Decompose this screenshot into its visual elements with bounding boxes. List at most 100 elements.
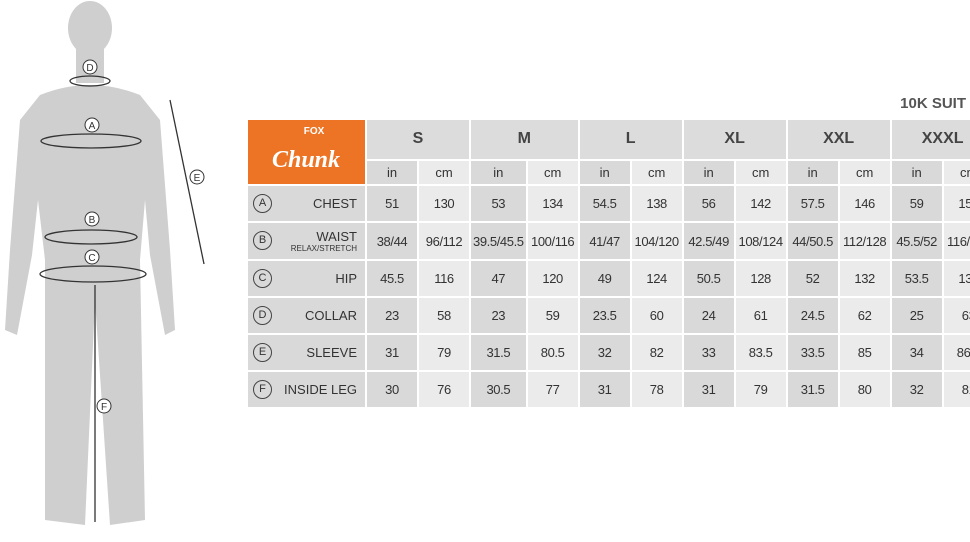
svg-text:F: F [101, 402, 107, 413]
measurement-label: D COLLAR [248, 298, 365, 333]
table-cell: 108/124 [735, 223, 786, 259]
table-cell: 138 [631, 186, 682, 221]
table-cell: 39.5/45.5 [471, 223, 526, 259]
table-cell: 33.5 [787, 335, 838, 370]
table-cell: 59 [527, 298, 578, 333]
measurement-label: B WAIST RELAX/STRETCH [248, 223, 365, 259]
marker-f: F [96, 398, 112, 414]
svg-text:Chunk: Chunk [272, 147, 340, 173]
table-cell: 38/44 [367, 223, 417, 259]
marker-circle-icon: E [253, 342, 272, 362]
table-cell: 96/112 [419, 223, 469, 259]
table-cell: 150 [943, 186, 970, 221]
size-header-xxxl: XXXL [891, 120, 970, 159]
table-cell: 79 [419, 335, 469, 370]
table-cell: 76 [419, 372, 469, 407]
unit-header: cm [839, 160, 890, 184]
table-cell: 31 [367, 335, 417, 370]
marker-circle-icon: B [253, 231, 272, 250]
measurement-label: E SLEEVE [248, 335, 365, 370]
table-cell: 50.5 [683, 261, 734, 296]
table-cell: 53.5 [891, 261, 942, 296]
table-cell: 59 [891, 186, 942, 221]
size-header-s: S [367, 120, 469, 159]
product-title: 10K SUIT [900, 95, 966, 112]
table-cell: 78 [631, 372, 682, 407]
table-cell: 45.5 [367, 261, 417, 296]
table-cell: 58 [419, 298, 469, 333]
marker-circle-icon: A [253, 193, 272, 213]
table-cell: 54.5 [579, 186, 630, 221]
svg-text:B: B [89, 215, 96, 226]
table-cell: 120 [527, 261, 578, 296]
table-cell: 85 [839, 335, 890, 370]
table-cell: 23.5 [579, 298, 630, 333]
unit-header: in [367, 160, 417, 184]
table-cell: 77 [527, 372, 578, 407]
table-cell: 134 [527, 186, 578, 221]
fox-chunk-logo: FOX Chunk [272, 126, 340, 173]
table-cell: 44/50.5 [787, 223, 838, 259]
unit-header: cm [527, 160, 578, 184]
table-cell: 80.5 [527, 335, 578, 370]
table-cell: 124 [631, 261, 682, 296]
measurement-name: WAIST [316, 228, 357, 244]
table-cell: 41/47 [579, 223, 630, 259]
measurement-name: INSIDE LEG [284, 382, 357, 397]
marker-d: D [82, 59, 98, 75]
marker-circle-icon: C [253, 268, 272, 288]
unit-header: in [683, 160, 734, 184]
size-header-xxl: XXL [787, 120, 890, 159]
measurement-name: CHEST [312, 196, 357, 211]
table-cell: 30 [367, 372, 417, 407]
marker-b: B [84, 211, 100, 227]
unit-header: cm [419, 160, 469, 184]
table-cell: 63 [943, 298, 970, 333]
table-cell: 79 [735, 372, 786, 407]
table-cell: 24 [683, 298, 734, 333]
size-header-m: M [471, 120, 578, 159]
table-cell: 42.5/49 [683, 223, 734, 259]
unit-header: cm [631, 160, 682, 184]
table-cell: 25 [891, 298, 942, 333]
table-cell: 34 [891, 335, 942, 370]
marker-c: C [84, 249, 100, 265]
table-cell: 24.5 [787, 298, 838, 333]
svg-text:A: A [89, 121, 96, 132]
table-cell: 61 [735, 298, 786, 333]
size-header-l: L [579, 120, 682, 159]
table-cell: 31 [579, 372, 630, 407]
body-measurement-figure: D A B C E F [5, 1, 205, 525]
marker-circle-icon: D [253, 305, 272, 325]
table-cell: 80 [839, 372, 890, 407]
measurement-label: F INSIDE LEG [248, 372, 365, 407]
table-cell: 31.5 [787, 372, 838, 407]
measurement-name: SLEEVE [306, 345, 357, 360]
unit-header: in [891, 160, 942, 184]
table-cell: 49 [579, 261, 630, 296]
table-cell: 83.5 [735, 335, 786, 370]
table-cell: 60 [631, 298, 682, 333]
size-chart-table: FOX Chunk S M L XL XXL XXXL in cm in cm in cm… [246, 118, 970, 409]
size-header-xl: XL [683, 120, 786, 159]
table-cell: 136 [943, 261, 970, 296]
table-cell: 128 [735, 261, 786, 296]
table-cell: 146 [839, 186, 890, 221]
table-cell: 23 [367, 298, 417, 333]
table-cell: 116/132 [943, 223, 970, 259]
svg-text:D: D [86, 63, 93, 74]
table-row: E SLEEVE 317931.580.532823383.533.5853486.… [248, 335, 970, 370]
table-cell: 53 [471, 186, 526, 221]
table-cell: 100/116 [527, 223, 578, 259]
table-cell: 30.5 [471, 372, 526, 407]
marker-circle-icon: F [253, 379, 272, 399]
table-cell: 130 [419, 186, 469, 221]
table-cell: 32 [579, 335, 630, 370]
measurement-label: A CHEST [248, 186, 365, 221]
table-cell: 104/120 [631, 223, 682, 259]
table-cell: 57.5 [787, 186, 838, 221]
table-cell: 52 [787, 261, 838, 296]
